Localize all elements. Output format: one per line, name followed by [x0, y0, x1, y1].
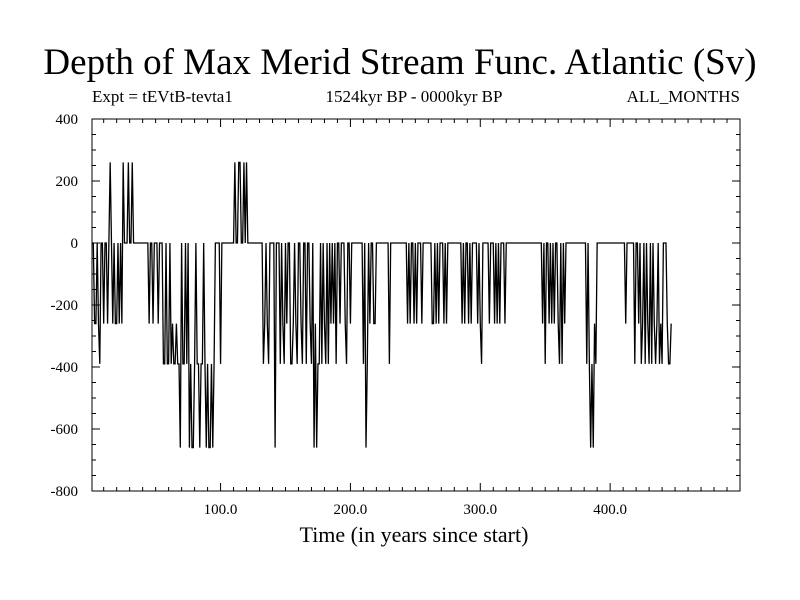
y-tick-label: 200	[56, 174, 79, 190]
x-tick-label: 400.0	[593, 502, 627, 518]
series-line	[92, 161, 672, 449]
y-tick-label: -800	[51, 484, 79, 500]
months-label: ALL_MONTHS	[626, 87, 740, 106]
axis-ticks	[92, 118, 740, 492]
y-tick-label: -400	[51, 360, 79, 376]
axis-tick-labels: -800 -600 -400 -200 0 200 400 100.0 200.0 300.0 40…	[51, 112, 628, 518]
y-tick-label: 400	[56, 112, 79, 128]
y-tick-label: -200	[51, 298, 79, 314]
y-tick-label: -600	[51, 422, 79, 438]
y-tick-label: 0	[71, 236, 79, 252]
period-label: 1524kyr BP - 0000kyr BP	[325, 87, 503, 106]
x-axis-label: Time (in years since start)	[300, 522, 529, 547]
experiment-label: Expt = tEVtB-tevta1	[92, 87, 233, 106]
x-tick-label: 300.0	[463, 502, 497, 518]
chart-title: Depth of Max Merid Stream Func. Atlantic…	[43, 42, 757, 83]
x-tick-label: 200.0	[334, 502, 368, 518]
x-tick-label: 100.0	[204, 502, 238, 518]
